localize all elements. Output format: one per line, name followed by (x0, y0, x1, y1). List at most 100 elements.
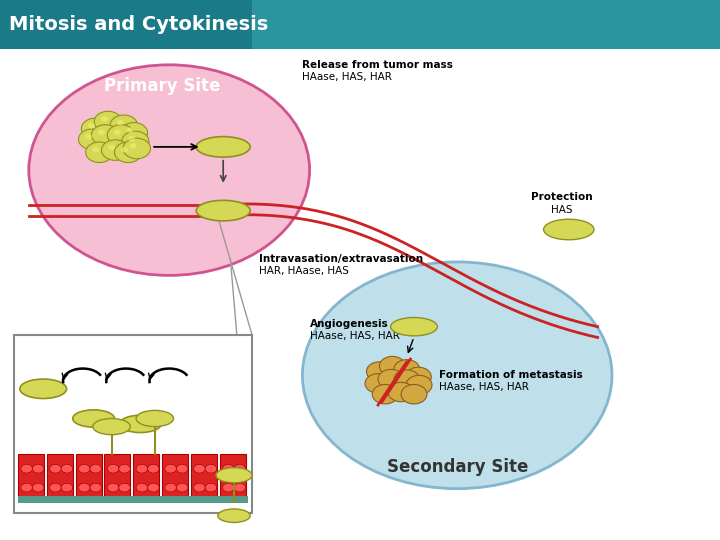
Bar (220, 454, 246, 500)
Text: Protection: Protection (531, 192, 593, 202)
Circle shape (406, 375, 432, 395)
Circle shape (222, 464, 234, 473)
Circle shape (102, 140, 129, 160)
Circle shape (117, 120, 124, 125)
Circle shape (86, 142, 113, 163)
Circle shape (107, 483, 119, 492)
FancyBboxPatch shape (14, 335, 252, 513)
Circle shape (401, 384, 427, 404)
Circle shape (50, 483, 61, 492)
Circle shape (121, 147, 128, 152)
Circle shape (394, 370, 420, 389)
Bar (133, 454, 159, 500)
Text: HAase, HAS, HAR: HAase, HAS, HAR (302, 72, 392, 82)
Circle shape (107, 125, 135, 145)
Ellipse shape (120, 415, 161, 433)
Circle shape (148, 464, 159, 473)
Bar (18, 454, 44, 500)
Circle shape (21, 464, 32, 473)
Circle shape (123, 138, 150, 159)
Bar (76, 454, 102, 500)
Circle shape (234, 483, 246, 492)
Circle shape (378, 369, 404, 389)
Circle shape (136, 483, 148, 492)
Text: HAase, HAS, HAR: HAase, HAS, HAR (310, 331, 400, 341)
Circle shape (120, 123, 148, 143)
Circle shape (114, 130, 121, 135)
Circle shape (194, 464, 205, 473)
Ellipse shape (216, 468, 252, 483)
Circle shape (78, 129, 106, 150)
Text: HAS: HAS (551, 205, 572, 215)
Circle shape (90, 483, 102, 492)
Circle shape (205, 483, 217, 492)
Circle shape (365, 374, 391, 393)
Text: Angiogenesis: Angiogenesis (310, 319, 388, 329)
Ellipse shape (93, 418, 130, 435)
Text: HAR, HAase, HAS: HAR, HAase, HAS (259, 266, 349, 276)
Circle shape (234, 464, 246, 473)
Circle shape (78, 464, 90, 473)
Circle shape (108, 145, 115, 150)
Circle shape (127, 127, 134, 133)
Circle shape (165, 464, 176, 473)
Circle shape (388, 382, 414, 402)
Circle shape (119, 483, 130, 492)
Circle shape (92, 147, 99, 152)
Ellipse shape (73, 410, 114, 427)
Bar (47, 454, 73, 500)
Circle shape (176, 464, 188, 473)
Circle shape (128, 136, 135, 141)
Circle shape (205, 464, 217, 473)
Text: HAase, HAS, HAR: HAase, HAS, HAR (439, 382, 529, 393)
Ellipse shape (19, 379, 66, 399)
Ellipse shape (196, 200, 251, 221)
Circle shape (21, 483, 32, 492)
Bar (0, 0, 720, 49)
Circle shape (136, 464, 148, 473)
Bar (191, 454, 217, 500)
Bar (104, 454, 130, 500)
Circle shape (107, 464, 119, 473)
Circle shape (119, 464, 130, 473)
Text: Intravasation/extravasation: Intravasation/extravasation (259, 254, 423, 264)
Circle shape (91, 125, 119, 145)
Ellipse shape (218, 509, 251, 523)
Circle shape (405, 367, 431, 387)
Ellipse shape (302, 262, 612, 489)
Circle shape (114, 142, 142, 163)
Circle shape (110, 115, 138, 136)
Text: Mitosis and Cytokinesis: Mitosis and Cytokinesis (9, 15, 268, 34)
Text: Formation of metastasis: Formation of metastasis (439, 370, 583, 380)
Circle shape (61, 483, 73, 492)
Bar (162, 454, 188, 500)
Circle shape (90, 464, 102, 473)
Ellipse shape (390, 318, 437, 336)
Circle shape (81, 118, 109, 139)
Circle shape (98, 130, 105, 135)
Circle shape (394, 360, 420, 379)
Bar (18, 496, 248, 503)
Circle shape (194, 483, 205, 492)
Text: Primary Site: Primary Site (104, 77, 220, 96)
Circle shape (148, 483, 159, 492)
Circle shape (165, 483, 176, 492)
Ellipse shape (544, 219, 594, 240)
Circle shape (130, 143, 137, 148)
Circle shape (101, 116, 108, 122)
Ellipse shape (29, 65, 310, 275)
Circle shape (94, 111, 122, 132)
Circle shape (122, 131, 149, 152)
Circle shape (222, 483, 234, 492)
Circle shape (372, 384, 398, 404)
Bar (252, 0, 720, 49)
Circle shape (88, 123, 95, 129)
Circle shape (379, 356, 405, 376)
Ellipse shape (196, 137, 251, 157)
Text: Release from tumor mass: Release from tumor mass (302, 59, 454, 70)
Circle shape (32, 483, 44, 492)
Ellipse shape (136, 410, 174, 427)
Circle shape (32, 464, 44, 473)
Circle shape (78, 483, 90, 492)
Circle shape (85, 134, 92, 139)
